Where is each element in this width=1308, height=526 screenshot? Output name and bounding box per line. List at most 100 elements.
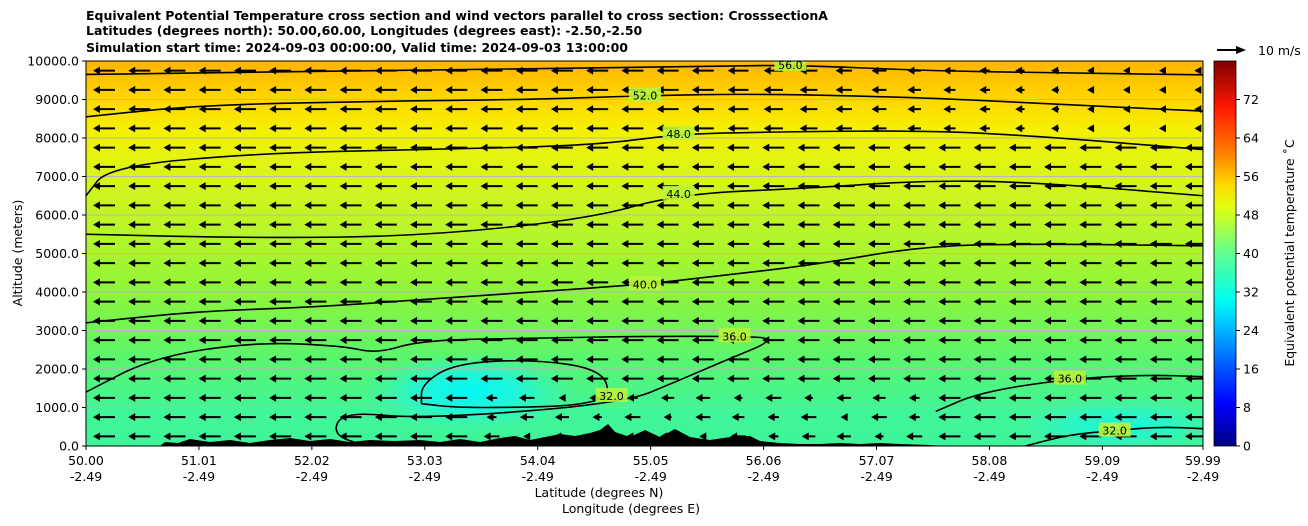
wind-vector — [163, 220, 186, 229]
wind-vector — [586, 105, 609, 114]
wind-vector — [515, 85, 538, 94]
wind-vector — [128, 297, 151, 306]
wind-vector — [938, 259, 961, 268]
wind-vector — [93, 143, 115, 152]
wind-vector — [445, 66, 468, 75]
wind-vector — [1079, 355, 1102, 364]
wind-vector — [410, 393, 433, 402]
wind-vector — [304, 201, 327, 210]
wind-vector — [93, 393, 115, 402]
contour-32: 32.0 — [1025, 422, 1203, 446]
wind-vector — [128, 66, 151, 75]
wind-vector — [763, 124, 783, 133]
wind-vector — [1008, 374, 1031, 383]
wind-vector — [93, 162, 115, 171]
wind-vector — [832, 374, 855, 383]
colorbar-tick-label: 0 — [1243, 439, 1251, 454]
wind-vector — [801, 432, 816, 441]
x-tick-lon: -2.49 — [1086, 469, 1118, 484]
wind-vector — [1149, 336, 1172, 345]
x-tick-lon: -2.49 — [1187, 469, 1219, 484]
wind-vector — [903, 182, 926, 191]
wind-vector — [339, 220, 362, 229]
wind-vector — [515, 278, 538, 287]
wind-vector — [586, 336, 609, 345]
wind-vector — [480, 239, 503, 248]
contour-label-bg — [662, 126, 695, 141]
wind-vector — [727, 316, 750, 325]
wind-vector — [906, 432, 923, 441]
wind-key-label: 10 m/s — [1258, 43, 1301, 58]
wind-vector — [1008, 316, 1031, 325]
contour-label: 44.0 — [666, 188, 691, 201]
wind-vector — [973, 355, 996, 364]
wind-vector — [304, 259, 327, 268]
wind-vector — [1079, 162, 1102, 171]
wind-vector — [832, 162, 855, 171]
wind-vector — [128, 316, 151, 325]
wind-vector — [1044, 336, 1067, 345]
wind-vector — [762, 259, 785, 268]
wind-vector — [304, 413, 327, 422]
wind-vector — [233, 432, 256, 441]
x-tick-lat: 54.04 — [520, 453, 556, 468]
wind-vector — [797, 297, 820, 306]
wind-vector — [586, 259, 609, 268]
wind-vector — [233, 374, 256, 383]
wind-vector — [586, 316, 609, 325]
wind-vector — [586, 220, 609, 229]
wind-vector — [480, 259, 503, 268]
y-tick-label: 7000.0 — [35, 169, 79, 184]
wind-vector — [768, 432, 779, 441]
x-tick-lat: 56.06 — [746, 453, 782, 468]
wind-vector — [872, 393, 886, 402]
wind-vector — [554, 413, 570, 422]
wind-vector — [973, 182, 996, 191]
wind-vector — [1087, 105, 1095, 114]
wind-vector — [903, 297, 926, 306]
wind-vector — [445, 297, 468, 306]
wind-vector — [1114, 355, 1137, 364]
wind-vector — [1044, 413, 1067, 422]
x-tick-lon: -2.49 — [634, 469, 666, 484]
wind-vector — [621, 220, 644, 229]
wind-vector — [867, 143, 890, 152]
wind-vector — [586, 374, 609, 383]
wind-vector — [621, 297, 644, 306]
wind-vector — [973, 220, 996, 229]
wind-vector — [874, 432, 884, 441]
wind-vector — [339, 182, 362, 191]
wind-vector — [691, 162, 714, 171]
wind-vector — [128, 355, 151, 364]
wind-vector — [586, 143, 609, 152]
wind-vector — [93, 432, 115, 441]
wind-vector — [128, 201, 151, 210]
wind-vector — [480, 374, 503, 383]
wind-vector — [93, 259, 115, 268]
wind-vector — [374, 259, 397, 268]
wind-vector — [973, 201, 996, 210]
wind-vector — [269, 355, 292, 364]
wind-vector — [767, 413, 779, 422]
wind-vector — [269, 220, 292, 229]
wind-vector — [586, 355, 609, 364]
wind-vector — [1185, 201, 1203, 210]
wind-vector — [656, 66, 679, 75]
wind-vector — [1185, 413, 1203, 422]
wind-vector — [727, 105, 749, 114]
y-axis-label: Altitude (meters) — [10, 200, 25, 307]
wind-vector — [1008, 393, 1031, 402]
wind-vector — [907, 105, 921, 114]
wind-vector — [797, 220, 820, 229]
wind-vector — [374, 105, 397, 114]
contour-label-bg — [774, 61, 807, 71]
wind-vector — [163, 124, 186, 133]
wind-vector — [903, 355, 926, 364]
wind-vector — [973, 297, 996, 306]
wind-vector — [339, 316, 362, 325]
wind-vector — [410, 259, 433, 268]
wind-vector — [304, 432, 327, 441]
wind-vector — [198, 259, 221, 268]
wind-vector — [727, 182, 750, 191]
wind-vector — [1008, 432, 1031, 441]
